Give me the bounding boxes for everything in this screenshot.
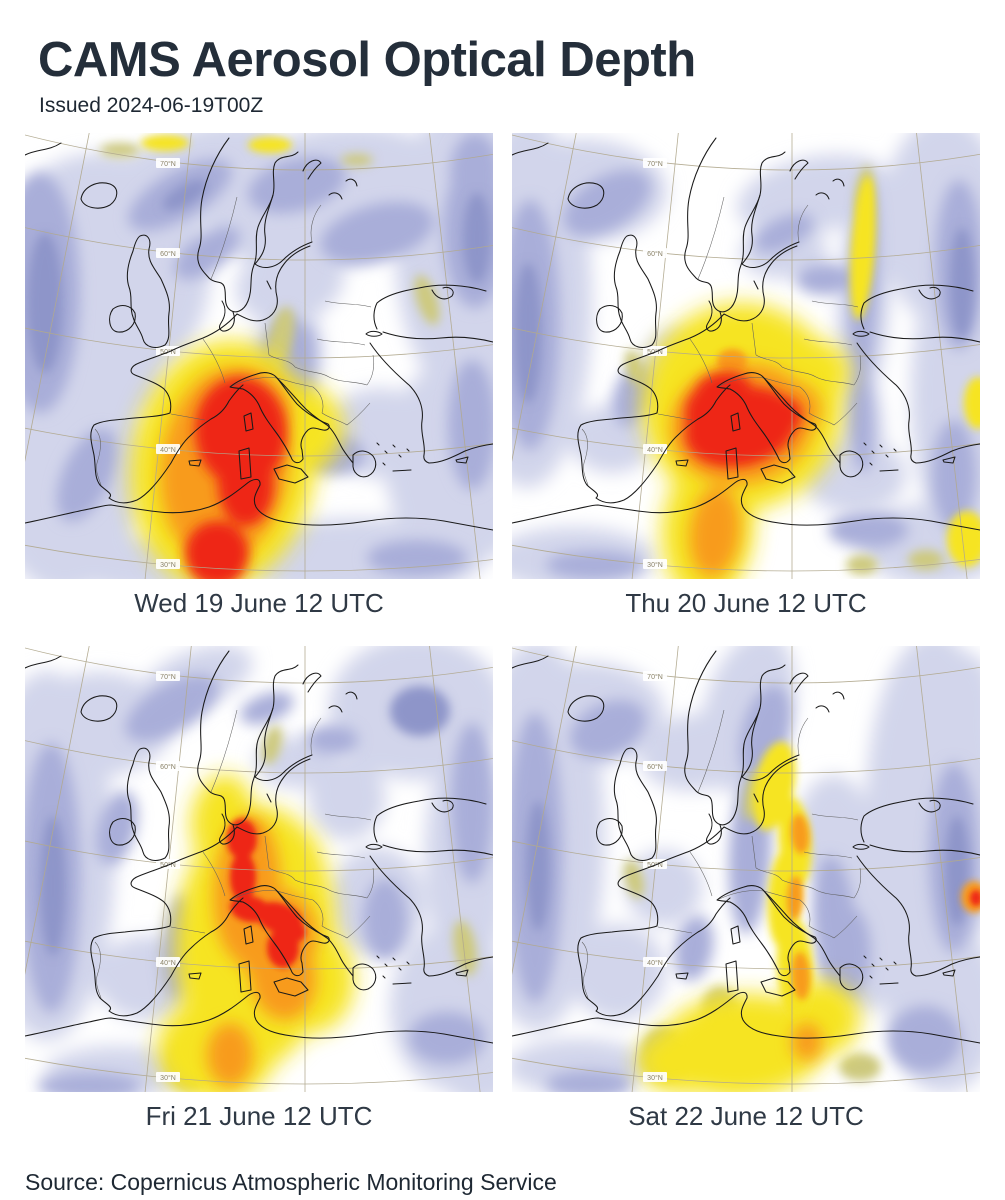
graticule <box>512 646 980 1092</box>
header: CAMS Aerosol Optical Depth Issued 2024-0… <box>38 34 1005 117</box>
forecast-grid: 70°N 60°N 50°N 40°N 30°N Wed 19 June 12 UTC … <box>25 133 1005 1159</box>
latitude-label: 70°N <box>643 671 667 681</box>
latitude-label: 70°N <box>156 671 180 681</box>
latitude-label: 60°N <box>156 761 180 771</box>
latitude-label: 30°N <box>643 1072 667 1082</box>
aod-map-fri: 70°N60°N50°N40°N30°N <box>25 646 493 1092</box>
coastlines <box>25 137 493 531</box>
panel-caption: Wed 19 June 12 UTC <box>134 588 384 618</box>
aod-layer-yg <box>100 143 440 370</box>
forecast-panel-3: 70°N 60°N 50°N 40°N 30°N Fri 21 June 12 UTC <box>25 646 493 1159</box>
svg-text:70°N: 70°N <box>647 160 663 168</box>
aod-layer-o <box>792 1023 822 1061</box>
latitude-label: 40°N <box>156 444 180 454</box>
aod-layer-b3 <box>27 179 491 373</box>
aod-layer-ys <box>141 135 292 153</box>
svg-text:30°N: 30°N <box>647 1074 663 1082</box>
forecast-panel-2: 70°N 60°N 50°N 40°N 30°N Thu 20 June 12 UTC <box>512 133 980 646</box>
aod-layer-b3 <box>40 686 450 956</box>
panel-caption: Thu 20 June 12 UTC <box>625 588 867 618</box>
forecast-panel-4: 70°N 60°N 50°N 40°N 30°N Sat 22 June 12 UTC <box>512 646 980 1159</box>
country-borders <box>581 196 862 486</box>
latitude-label: 30°N <box>156 1072 180 1082</box>
latitude-label: 70°N <box>156 158 180 168</box>
svg-text:60°N: 60°N <box>647 250 663 258</box>
aod-layer-y <box>638 980 860 1092</box>
latitude-label: 40°N <box>643 957 667 967</box>
country-borders <box>581 709 862 999</box>
svg-text:40°N: 40°N <box>647 959 663 967</box>
country-borders <box>94 709 375 999</box>
aod-layer-rs <box>970 890 980 906</box>
panel-caption: Fri 21 June 12 UTC <box>145 1101 373 1131</box>
svg-text:40°N: 40°N <box>160 959 176 967</box>
forecast-panel-1: 70°N 60°N 50°N 40°N 30°N Wed 19 June 12 UTC <box>25 133 493 646</box>
panel-caption: Sat 22 June 12 UTC <box>628 1101 864 1131</box>
issued-timestamp: Issued 2024-06-19T00Z <box>39 94 264 117</box>
svg-text:30°N: 30°N <box>160 561 176 569</box>
svg-text:60°N: 60°N <box>160 250 176 258</box>
latitude-label: 70°N <box>643 158 667 168</box>
svg-text:30°N: 30°N <box>160 1074 176 1082</box>
svg-text:40°N: 40°N <box>160 446 176 454</box>
aod-layer-b2 <box>25 674 493 1092</box>
aod-layer-b3 <box>514 228 974 403</box>
aod-map-wed: 70°N60°N50°N40°N30°N <box>25 133 493 579</box>
svg-text:70°N: 70°N <box>647 673 663 681</box>
latitude-label: 40°N <box>156 957 180 967</box>
coastlines <box>512 137 980 531</box>
graticule <box>25 646 493 1092</box>
coastlines <box>25 650 493 1044</box>
aod-layer-os <box>717 349 747 373</box>
svg-text:70°N: 70°N <box>160 160 176 168</box>
latitude-label: 60°N <box>643 761 667 771</box>
source-attribution: Source: Copernicus Atmospheric Monitorin… <box>25 1169 557 1195</box>
svg-text:40°N: 40°N <box>647 446 663 454</box>
country-borders <box>94 196 375 486</box>
svg-text:70°N: 70°N <box>160 673 176 681</box>
svg-text:60°N: 60°N <box>647 763 663 771</box>
aod-map-thu: 70°N60°N50°N40°N30°N <box>512 133 980 579</box>
latitude-label: 30°N <box>643 559 667 569</box>
svg-text:30°N: 30°N <box>647 561 663 569</box>
latitude-label: 60°N <box>643 248 667 258</box>
latitude-label: 60°N <box>156 248 180 258</box>
page-title: CAMS Aerosol Optical Depth <box>38 33 696 87</box>
latitude-label: 40°N <box>643 444 667 454</box>
graticule <box>512 133 980 579</box>
svg-text:60°N: 60°N <box>160 763 176 771</box>
coastlines <box>512 650 980 1044</box>
aod-map-sat: 70°N60°N50°N40°N30°N <box>512 646 980 1092</box>
latitude-label: 30°N <box>156 559 180 569</box>
